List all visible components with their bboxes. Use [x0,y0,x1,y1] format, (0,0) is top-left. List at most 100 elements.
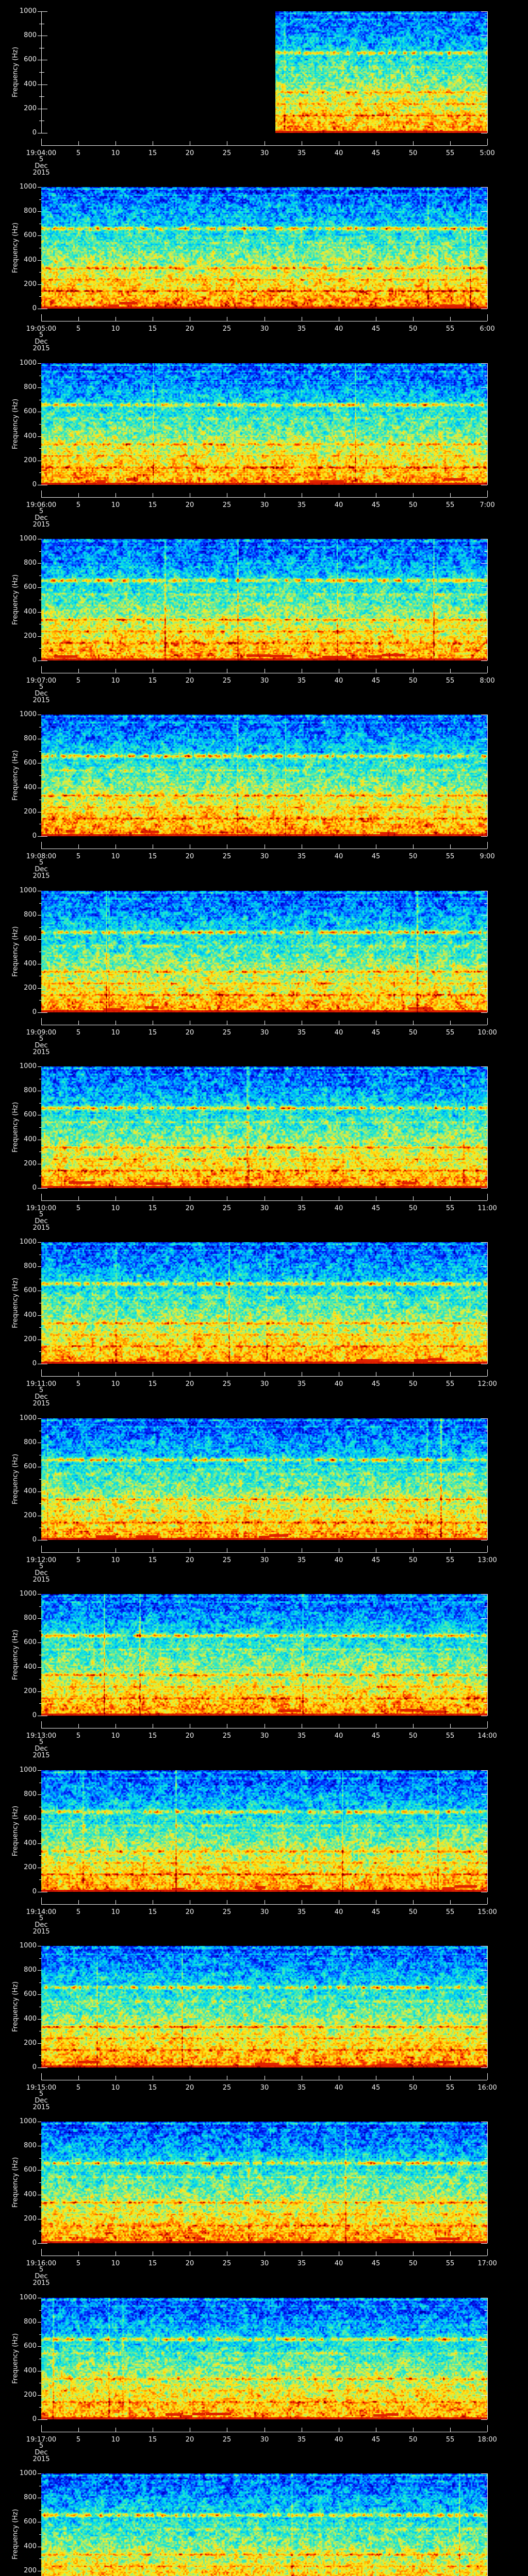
y-right-major-tick [481,1691,487,1692]
x-axis-end-tick [487,2073,488,2080]
spectrogram-canvas [41,539,487,660]
date-label-line2: Dec [35,2097,48,2105]
y-axis-tick-label: 0 [32,129,37,137]
date-label-line3: 2015 [32,1752,50,1759]
date-label-line3: 2015 [32,1576,50,1584]
x-axis-tick [78,1021,79,1025]
y-axis-tick-label: 0 [32,1360,37,1367]
y-axis-tick-label: 200 [24,456,37,464]
y-axis-tick-label: 600 [24,2518,37,2526]
x-axis-tick-label: 45 [371,677,381,685]
x-axis-tick-label: 40 [334,149,343,157]
frequency-axis-label: Frequency (Hz) [11,222,20,274]
y-axis-tick-label: 400 [24,960,37,968]
y-axis-right-line [487,2473,488,2576]
x-axis-tick [78,317,79,321]
y-right-major-tick [481,1315,487,1316]
x-axis-tick-label: 30 [260,1908,269,1916]
date-label-line2: Dec [35,1745,48,1753]
y-axis-tick-label: 600 [24,1815,37,1822]
x-axis-tick-label: 15 [148,501,157,509]
x-axis-tick-label: 5 [76,1380,81,1388]
panel-start-time-label: 19:13:00 [26,1732,57,1740]
x-axis-tick-label: 10 [111,1380,120,1388]
y-axis-tick-label: 0 [32,2415,37,2423]
x-axis-tick-label: 50 [408,2436,418,2444]
x-axis-tick [450,1900,451,1904]
x-axis-tick-label: 40 [334,325,343,333]
y-right-major-tick [481,2243,487,2244]
x-axis-tick-label: 40 [334,1029,343,1037]
date-label-line2: Dec [35,1042,48,1049]
x-axis-tick [413,493,414,497]
y-right-major-tick [481,211,487,212]
y-axis-tick-label: 400 [24,1136,37,1143]
y-right-minor-tick [484,1151,487,1152]
y-right-major-tick [481,436,487,437]
date-label-line1: 5 [39,2442,44,2450]
y-right-major-tick [481,1770,487,1771]
x-axis-tick-label: 20 [185,1908,194,1916]
y-axis-tick-label: 0 [32,656,37,664]
x-axis-tick-label: 55 [446,1205,455,1212]
x-axis-end-tick [487,490,488,497]
y-major-tick [38,2419,47,2420]
date-label-line2: Dec [35,1569,48,1577]
x-axis-tick-label: 55 [446,853,455,860]
y-right-major-tick [481,660,487,661]
y-right-minor-tick [484,1351,487,1352]
panel-end-time-label: 5:00 [480,149,495,157]
x-axis-end-tick [41,139,42,145]
y-axis-tick-label: 800 [24,1087,37,1094]
x-axis-tick-label: 30 [260,149,269,157]
x-axis-tick-label: 15 [148,1556,157,1564]
y-axis-tick-label: 0 [32,2063,37,2071]
frequency-axis-label: Frequency (Hz) [11,1101,20,1153]
y-axis-tick-label: 600 [24,935,37,943]
x-axis-end-tick [41,842,42,849]
y-axis-tick-label: 200 [24,984,37,992]
x-axis-tick-label: 10 [111,2260,120,2267]
x-axis-tick-label: 50 [408,1908,418,1916]
y-right-minor-tick [484,72,487,73]
x-axis-tick-label: 35 [297,1029,306,1037]
y-right-major-tick [481,1266,487,1267]
y-axis-tick-label: 200 [24,1863,37,1871]
x-axis-tick-label: 30 [260,325,269,333]
x-axis-tick-label: 15 [148,2436,157,2444]
y-axis-tick-label: 200 [24,2039,37,2047]
y-axis-tick-label: 600 [24,1990,37,1998]
y-axis-tick-label: 800 [24,1614,37,1622]
date-label-line3: 2015 [32,2104,50,2111]
x-axis-tick-label: 5 [76,1732,81,1740]
y-right-minor-tick [484,2182,487,2183]
y-right-minor-tick [484,648,487,649]
x-axis-tick [413,141,414,145]
y-axis-tick-label: 800 [24,911,37,919]
x-axis-end-tick [487,2249,488,2256]
x-axis-tick [78,2428,79,2432]
y-axis-tick-label: 600 [24,2342,37,2350]
y-axis-tick-label: 1000 [19,710,37,718]
y-right-major-tick [481,2170,487,2171]
x-axis-tick-label: 45 [371,2260,381,2267]
x-axis-tick-label: 45 [371,149,381,157]
y-axis-tick-label: 400 [24,256,37,264]
y-axis-tick-label: 600 [24,231,37,239]
x-axis-tick-label: 25 [222,1732,232,1740]
x-axis-tick-label: 30 [260,2260,269,2267]
x-axis-tick [78,844,79,849]
frequency-axis-label: Frequency (Hz) [11,574,20,625]
x-axis-tick-label: 5 [76,149,81,157]
y-major-tick [38,1012,47,1013]
panel-start-time-label: 19:05:00 [26,325,57,333]
y-axis-tick-label: 800 [24,2142,37,2149]
panel-end-time-label: 18:00 [477,2436,497,2444]
x-axis-tick-label: 25 [222,325,232,333]
y-axis-tick-label: 800 [24,2494,37,2501]
y-axis-tick-label: 1000 [19,1238,37,1246]
x-axis-tick [450,669,451,673]
x-axis-end-tick [41,1194,42,1200]
x-axis-tick-label: 55 [446,2260,455,2267]
panel-end-time-label: 13:00 [477,1556,497,1564]
